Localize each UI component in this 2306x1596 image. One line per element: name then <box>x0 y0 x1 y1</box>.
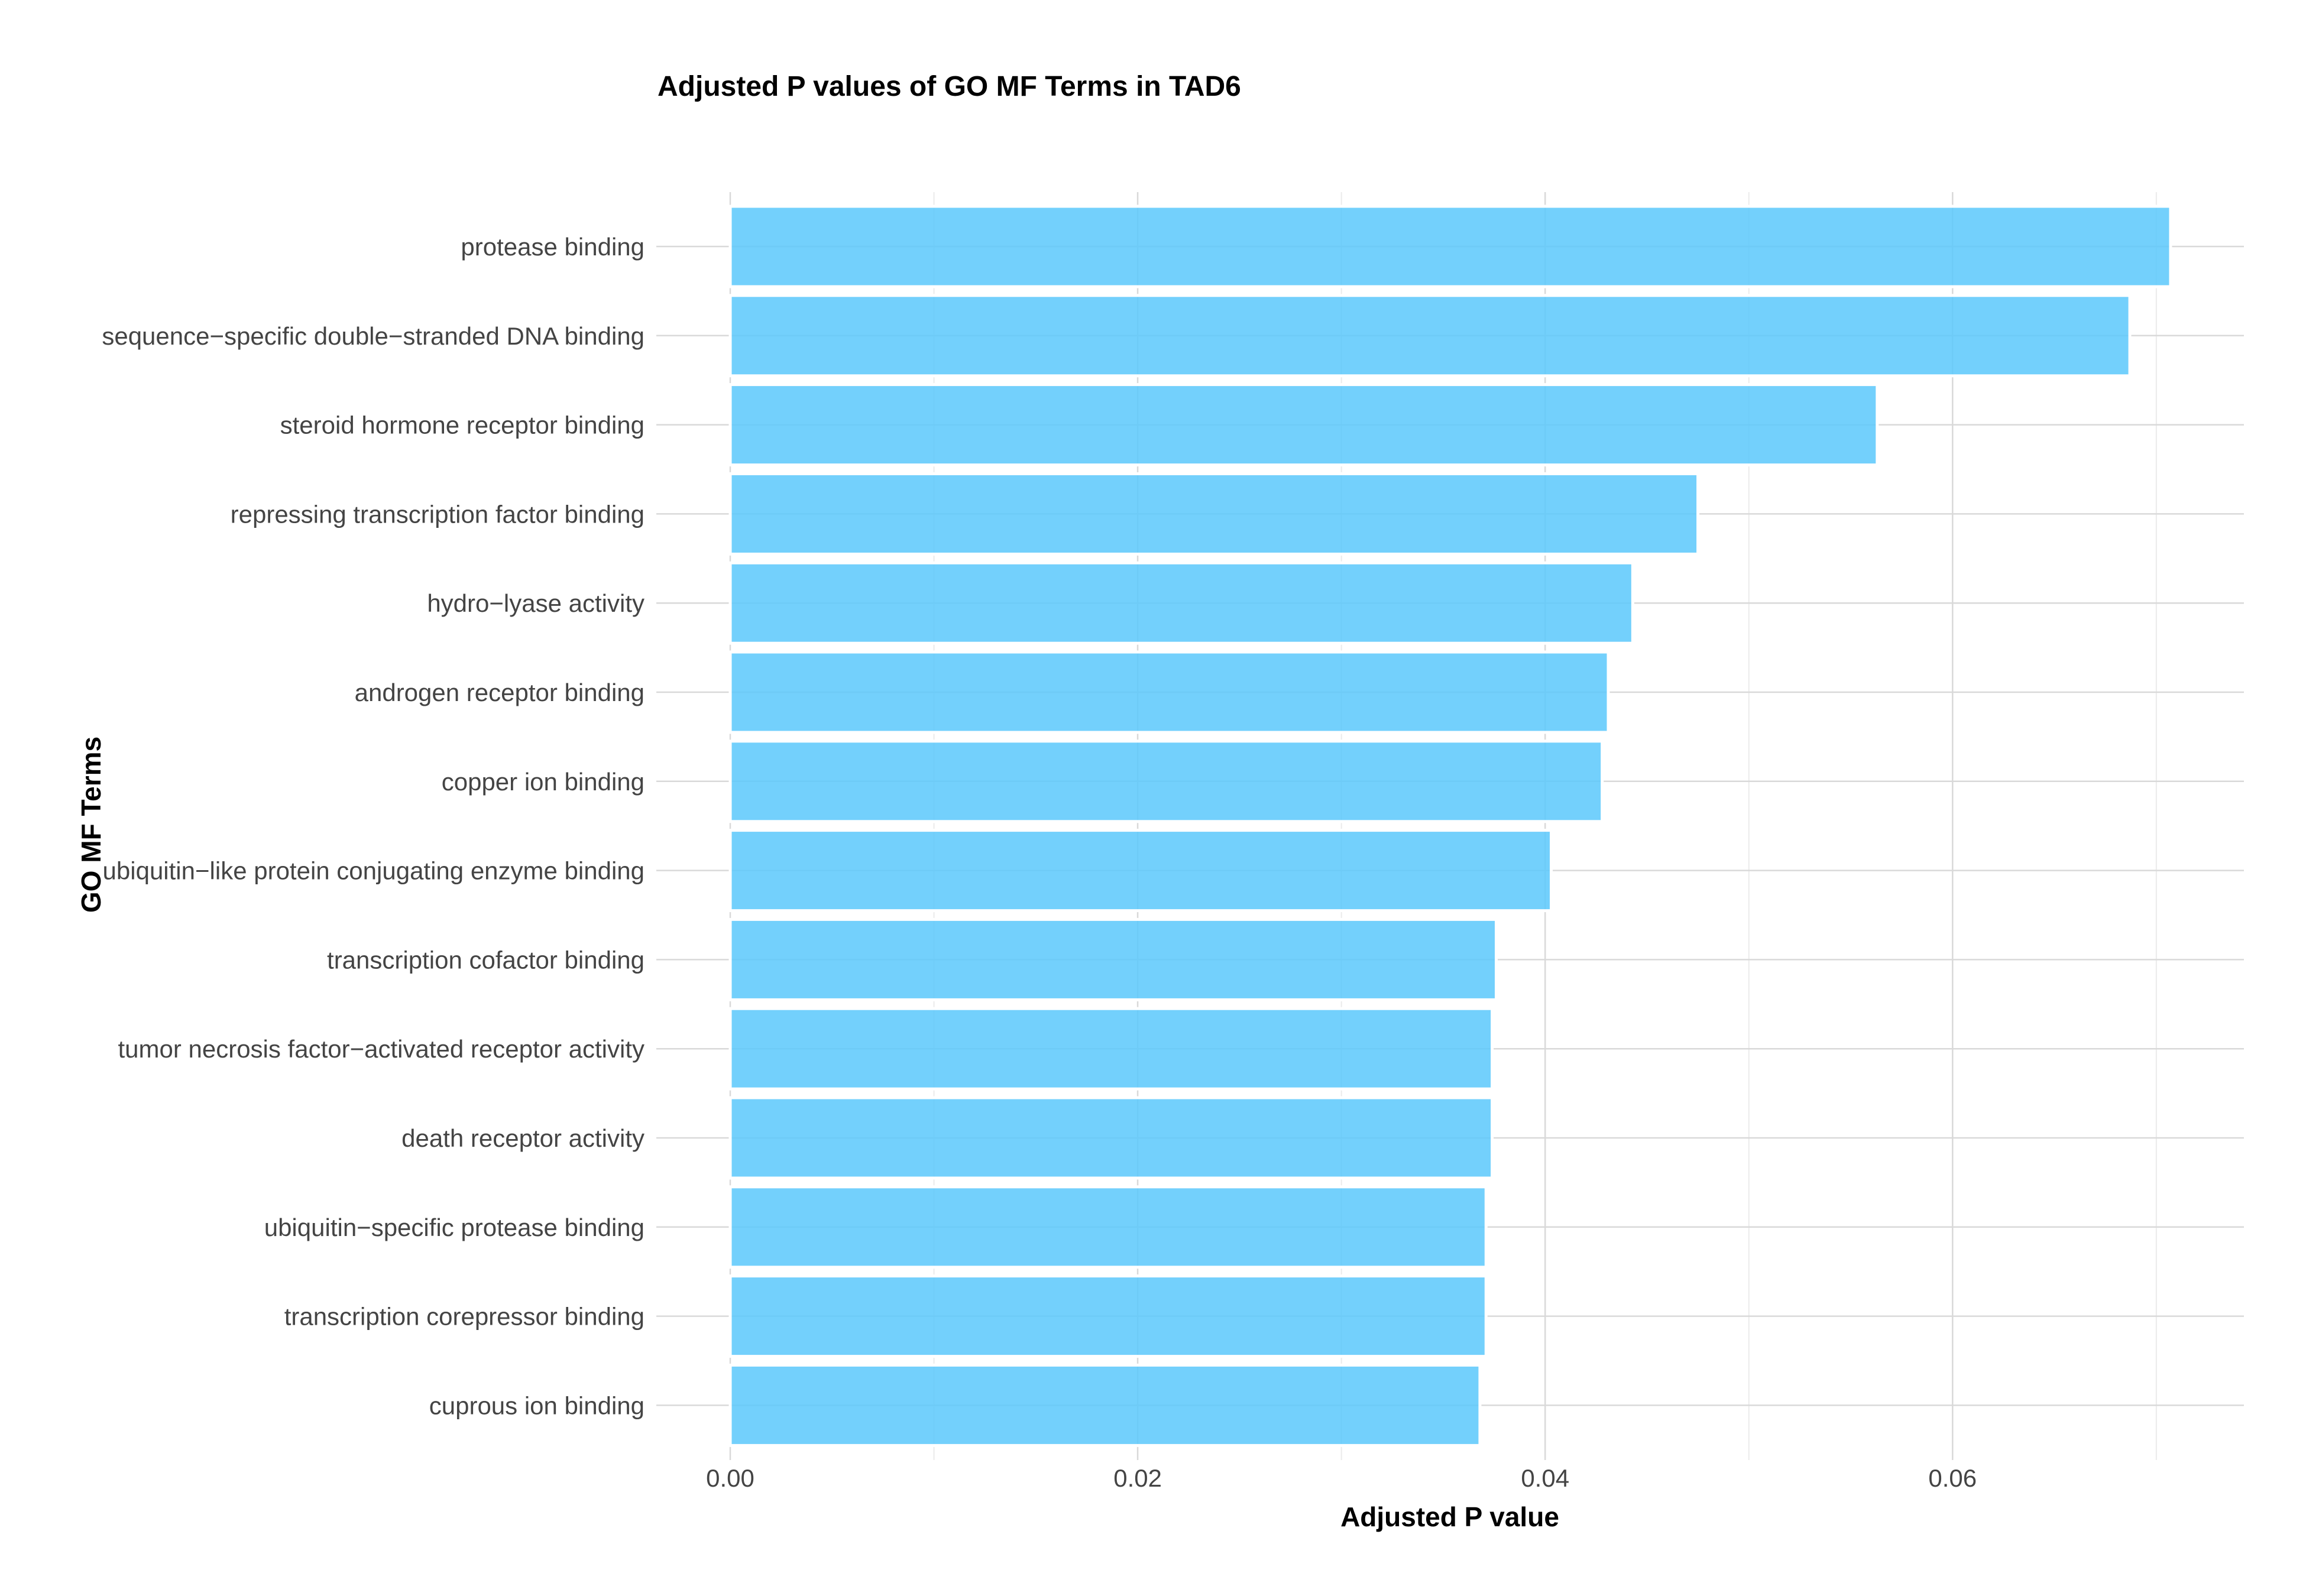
bar <box>728 917 1498 1001</box>
x-tick-label: 0.02 <box>1113 1464 1162 1492</box>
y-tick-label: cuprous ion binding <box>429 1391 644 1419</box>
bar <box>728 294 2132 378</box>
x-axis-title: Adjusted P value <box>1340 1501 1559 1532</box>
y-tick-label: steroid hormone receptor binding <box>280 411 644 439</box>
y-tick-label: repressing transcription factor binding <box>231 500 644 528</box>
y-tick-label: ubiquitin−specific protease binding <box>264 1214 644 1241</box>
x-tick-labels: 0.00 0.02 0.04 0.06 <box>706 1464 1977 1492</box>
y-tick-label: copper ion binding <box>442 768 644 796</box>
y-tick-label: hydro−lyase activity <box>427 589 644 617</box>
bar <box>728 472 1700 556</box>
y-tick-label: protease binding <box>461 233 644 261</box>
bar <box>728 1185 1488 1269</box>
y-tick-labels: protease binding sequence−specific double… <box>102 233 644 1419</box>
y-tick-label: transcription corepressor binding <box>284 1303 644 1331</box>
y-tick-label: transcription cofactor binding <box>327 946 644 974</box>
bars <box>728 205 2172 1447</box>
y-axis-title: GO MF Terms <box>76 737 106 913</box>
bar <box>728 1363 1482 1447</box>
bar <box>728 1007 1494 1091</box>
bar <box>728 561 1634 645</box>
y-tick-label: death receptor activity <box>401 1124 644 1152</box>
x-tick-label: 0.06 <box>1928 1464 1977 1492</box>
bar <box>728 829 1553 913</box>
y-tick-label: sequence−specific double−stranded DNA bi… <box>102 322 644 350</box>
bar <box>728 739 1604 823</box>
y-tick-label: androgen receptor binding <box>355 679 644 706</box>
chart-title: Adjusted P values of GO MF Terms in TAD6 <box>658 71 1241 102</box>
x-tick-label: 0.00 <box>706 1464 754 1492</box>
bar <box>728 1274 1488 1358</box>
bar <box>728 1096 1494 1180</box>
bar <box>728 383 1879 467</box>
y-tick-label: tumor necrosis factor−activated receptor… <box>118 1035 644 1063</box>
bar <box>728 650 1610 734</box>
x-tick-label: 0.04 <box>1521 1464 1569 1492</box>
bar <box>728 205 2172 288</box>
y-tick-label: ubiquitin−like protein conjugating enzym… <box>103 857 644 885</box>
